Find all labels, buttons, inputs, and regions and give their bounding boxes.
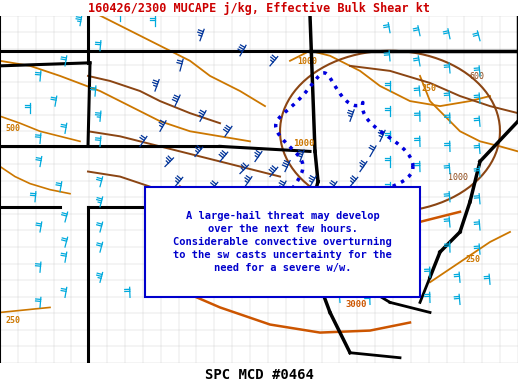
Text: SPC MCD #0464: SPC MCD #0464 (205, 368, 313, 383)
Text: 160426/2300 MUCAPE j/kg, Effective Bulk Shear kt: 160426/2300 MUCAPE j/kg, Effective Bulk … (88, 2, 430, 15)
Text: 1000: 1000 (293, 139, 314, 148)
Text: 1000: 1000 (297, 57, 317, 66)
Text: 1000: 1000 (280, 207, 300, 216)
Text: 500: 500 (5, 124, 20, 133)
Text: 600: 600 (470, 72, 485, 81)
Text: 1000: 1000 (448, 173, 468, 182)
Text: 250: 250 (5, 315, 20, 324)
Text: 250: 250 (465, 255, 480, 264)
Bar (145, 187, 420, 297)
Text: 3000: 3000 (345, 300, 367, 309)
Text: 3000: 3000 (305, 200, 326, 209)
Text: 250: 250 (422, 84, 437, 93)
Text: A large-hail threat may develop
over the next few hours.
Considerable convective: A large-hail threat may develop over the… (173, 211, 392, 274)
